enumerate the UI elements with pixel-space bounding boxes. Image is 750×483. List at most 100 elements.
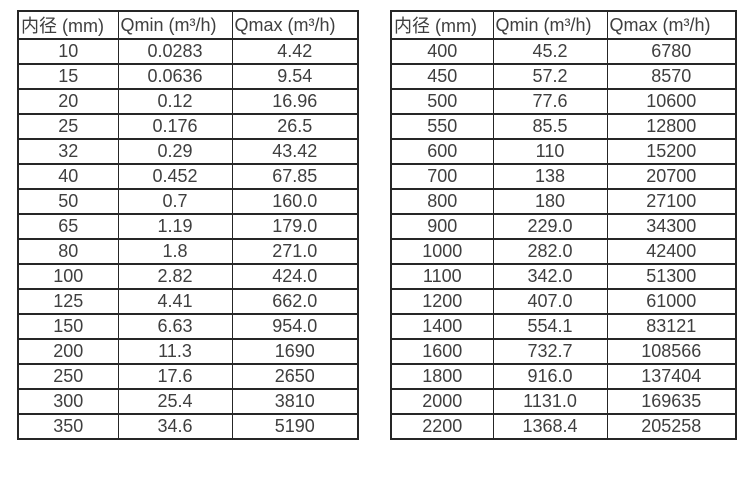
table-cell: 271.0 <box>231 238 359 265</box>
table-cell: 6780 <box>606 38 737 65</box>
table-cell: 700 <box>390 163 494 190</box>
table-cell: 2650 <box>231 363 359 390</box>
table-cell: 900 <box>390 213 494 240</box>
table-row: 1200 407.0 61000 <box>390 288 737 315</box>
table-cell: 10 <box>17 38 119 65</box>
column-header-qmax: Qmax (m³/h) <box>231 10 359 40</box>
table-row: 400 45.2 6780 <box>390 38 737 65</box>
table-cell: 350 <box>17 413 119 440</box>
table-row: 300 25.4 3810 <box>17 388 359 415</box>
table-cell: 282.0 <box>492 238 608 265</box>
table-row: 100 2.82 424.0 <box>17 263 359 290</box>
table-cell: 16.96 <box>231 88 359 115</box>
table-row: 500 77.6 10600 <box>390 88 737 115</box>
table-cell: 100 <box>17 263 119 290</box>
table-cell: 9.54 <box>231 63 359 90</box>
table-row: 600 110 15200 <box>390 138 737 165</box>
table-cell: 0.0283 <box>117 38 233 65</box>
table-cell: 342.0 <box>492 263 608 290</box>
table-cell: 3810 <box>231 388 359 415</box>
table-cell: 50 <box>17 188 119 215</box>
table-cell: 43.42 <box>231 138 359 165</box>
table-row: 50 0.7 160.0 <box>17 188 359 215</box>
flow-rate-table-small-diameters: 内径 (mm) Qmin (m³/h) Qmax (m³/h) 10 0.0283… <box>17 10 359 440</box>
table-cell: 65 <box>17 213 119 240</box>
table-cell: 169635 <box>606 388 737 415</box>
table-cell: 17.6 <box>117 363 233 390</box>
table-cell: 20700 <box>606 163 737 190</box>
table-cell: 1600 <box>390 338 494 365</box>
table-cell: 400 <box>390 38 494 65</box>
table-row: 1100 342.0 51300 <box>390 263 737 290</box>
table-cell: 25.4 <box>117 388 233 415</box>
table-cell: 954.0 <box>231 313 359 340</box>
table-cell: 5190 <box>231 413 359 440</box>
table-cell: 424.0 <box>231 263 359 290</box>
table-row: 15 0.0636 9.54 <box>17 63 359 90</box>
table-cell: 4.41 <box>117 288 233 315</box>
table-cell: 57.2 <box>492 63 608 90</box>
table-cell: 916.0 <box>492 363 608 390</box>
table-cell: 137404 <box>606 363 737 390</box>
table-cell: 160.0 <box>231 188 359 215</box>
column-header-qmin: Qmin (m³/h) <box>492 10 608 40</box>
table-row: 2200 1368.4 205258 <box>390 413 737 440</box>
table-row: 25 0.176 26.5 <box>17 113 359 140</box>
table-row: 550 85.5 12800 <box>390 113 737 140</box>
table-cell: 1100 <box>390 263 494 290</box>
table-cell: 6.63 <box>117 313 233 340</box>
table-cell: 8570 <box>606 63 737 90</box>
table-header-row: 内径 (mm) Qmin (m³/h) Qmax (m³/h) <box>17 10 359 40</box>
table-cell: 67.85 <box>231 163 359 190</box>
table-row: 200 11.3 1690 <box>17 338 359 365</box>
table-cell: 2000 <box>390 388 494 415</box>
table-cell: 1.8 <box>117 238 233 265</box>
table-row: 10 0.0283 4.42 <box>17 38 359 65</box>
table-cell: 25 <box>17 113 119 140</box>
table-cell: 61000 <box>606 288 737 315</box>
table-cell: 0.452 <box>117 163 233 190</box>
table-cell: 180 <box>492 188 608 215</box>
table-cell: 34300 <box>606 213 737 240</box>
table-cell: 600 <box>390 138 494 165</box>
table-row: 2000 1131.0 169635 <box>390 388 737 415</box>
table-cell: 32 <box>17 138 119 165</box>
table-row: 250 17.6 2650 <box>17 363 359 390</box>
table-cell: 20 <box>17 88 119 115</box>
table-cell: 108566 <box>606 338 737 365</box>
table-cell: 0.176 <box>117 113 233 140</box>
table-cell: 40 <box>17 163 119 190</box>
table-cell: 800 <box>390 188 494 215</box>
table-row: 900 229.0 34300 <box>390 213 737 240</box>
table-cell: 1400 <box>390 313 494 340</box>
table-cell: 80 <box>17 238 119 265</box>
table-cell: 229.0 <box>492 213 608 240</box>
table-cell: 4.42 <box>231 38 359 65</box>
table-cell: 179.0 <box>231 213 359 240</box>
table-cell: 85.5 <box>492 113 608 140</box>
table-cell: 0.12 <box>117 88 233 115</box>
table-cell: 34.6 <box>117 413 233 440</box>
table-cell: 45.2 <box>492 38 608 65</box>
table-cell: 662.0 <box>231 288 359 315</box>
table-cell: 11.3 <box>117 338 233 365</box>
table-cell: 0.7 <box>117 188 233 215</box>
table-cell: 1.19 <box>117 213 233 240</box>
table-row: 1800 916.0 137404 <box>390 363 737 390</box>
table-cell: 732.7 <box>492 338 608 365</box>
table-body: 400 45.2 6780 450 57.2 8570 500 77.6 10600 550 85.… <box>390 38 737 440</box>
table-cell: 2.82 <box>117 263 233 290</box>
table-cell: 200 <box>17 338 119 365</box>
table-cell: 0.0636 <box>117 63 233 90</box>
table-cell: 150 <box>17 313 119 340</box>
table-cell: 1800 <box>390 363 494 390</box>
table-cell: 77.6 <box>492 88 608 115</box>
table-cell: 1368.4 <box>492 413 608 440</box>
table-cell: 83121 <box>606 313 737 340</box>
table-cell: 554.1 <box>492 313 608 340</box>
table-cell: 205258 <box>606 413 737 440</box>
column-header-qmin: Qmin (m³/h) <box>117 10 233 40</box>
table-cell: 2200 <box>390 413 494 440</box>
table-cell: 1690 <box>231 338 359 365</box>
